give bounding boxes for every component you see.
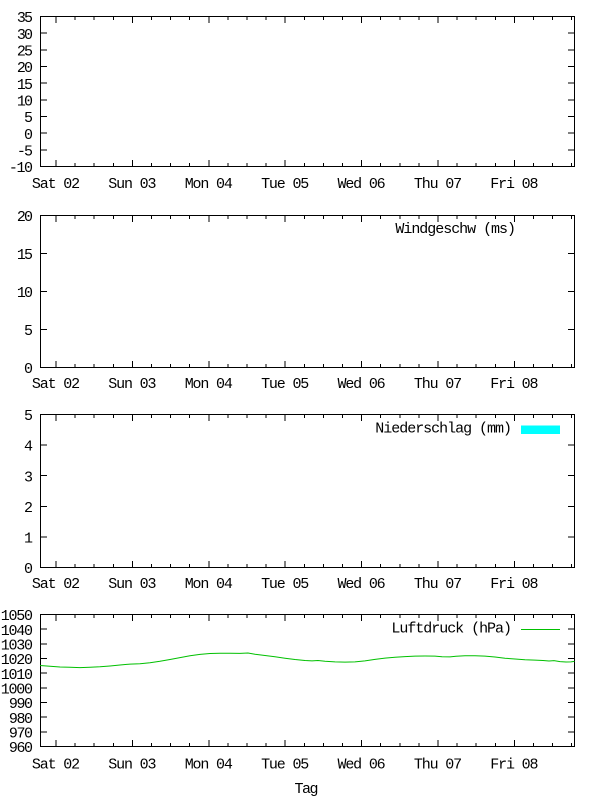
- svg-text:Fri 08: Fri 08: [490, 376, 538, 393]
- svg-text:Thu 07: Thu 07: [414, 376, 462, 393]
- svg-text:Sun 03: Sun 03: [108, 757, 156, 774]
- svg-text:1000: 1000: [1, 681, 33, 698]
- svg-text:Thu 07: Thu 07: [414, 576, 462, 593]
- svg-text:Sat 02: Sat 02: [32, 376, 80, 393]
- svg-text:1: 1: [24, 531, 33, 548]
- svg-text:15: 15: [17, 77, 33, 94]
- svg-text:960: 960: [9, 740, 33, 757]
- svg-text:Sun 03: Sun 03: [108, 576, 156, 593]
- svg-text:20: 20: [17, 60, 33, 77]
- svg-text:Thu 07: Thu 07: [414, 757, 462, 774]
- svg-text:1030: 1030: [1, 637, 33, 654]
- svg-text:35: 35: [17, 10, 33, 27]
- svg-text:Sat 02: Sat 02: [32, 757, 80, 774]
- svg-text:-5: -5: [17, 143, 33, 160]
- svg-text:10: 10: [17, 93, 33, 110]
- svg-text:Mon 04: Mon 04: [185, 757, 233, 774]
- svg-text:20: 20: [17, 209, 33, 226]
- svg-text:15: 15: [17, 247, 33, 264]
- svg-text:Tue 05: Tue 05: [261, 176, 309, 193]
- svg-text:Wed 06: Wed 06: [338, 757, 386, 774]
- svg-text:Mon 04: Mon 04: [185, 176, 233, 193]
- svg-text:Wed 06: Wed 06: [338, 376, 386, 393]
- svg-text:Fri 08: Fri 08: [490, 576, 538, 593]
- svg-text:1050: 1050: [1, 608, 33, 625]
- svg-text:Niederschlag (mm): Niederschlag (mm): [375, 421, 512, 438]
- svg-text:Fri 08: Fri 08: [490, 757, 538, 774]
- svg-text:4: 4: [24, 439, 33, 456]
- svg-text:Mon 04: Mon 04: [185, 376, 233, 393]
- svg-text:Tue 05: Tue 05: [261, 576, 309, 593]
- svg-text:Windgeschw (ms): Windgeschw (ms): [395, 221, 516, 238]
- svg-text:Tag: Tag: [294, 781, 318, 798]
- svg-text:1020: 1020: [1, 652, 33, 669]
- svg-text:1040: 1040: [1, 623, 33, 640]
- svg-text:Luftdruck (hPa): Luftdruck (hPa): [391, 621, 512, 638]
- svg-text:Wed 06: Wed 06: [338, 176, 386, 193]
- svg-text:Sat 02: Sat 02: [32, 576, 80, 593]
- svg-text:Sun 03: Sun 03: [108, 176, 156, 193]
- svg-text:970: 970: [9, 725, 33, 742]
- svg-text:Thu 07: Thu 07: [414, 176, 462, 193]
- svg-text:10: 10: [17, 285, 33, 302]
- svg-text:Tue 05: Tue 05: [261, 376, 309, 393]
- svg-text:0: 0: [24, 127, 33, 144]
- svg-text:-10: -10: [9, 160, 33, 177]
- svg-text:Fri 08: Fri 08: [490, 176, 538, 193]
- svg-text:1010: 1010: [1, 667, 33, 684]
- svg-text:25: 25: [17, 43, 33, 60]
- svg-text:990: 990: [9, 696, 33, 713]
- svg-text:Sun 03: Sun 03: [108, 376, 156, 393]
- svg-text:980: 980: [9, 711, 33, 728]
- svg-text:Sat 02: Sat 02: [32, 176, 80, 193]
- svg-text:Mon 04: Mon 04: [185, 576, 233, 593]
- svg-text:Tue 05: Tue 05: [261, 757, 309, 774]
- svg-text:2: 2: [24, 500, 33, 517]
- svg-text:30: 30: [17, 27, 33, 44]
- svg-text:3: 3: [24, 469, 33, 486]
- svg-text:0: 0: [24, 361, 33, 378]
- svg-text:5: 5: [24, 408, 33, 425]
- svg-text:0: 0: [24, 561, 33, 578]
- svg-text:5: 5: [24, 323, 33, 340]
- svg-text:5: 5: [24, 110, 33, 127]
- svg-text:Wed 06: Wed 06: [338, 576, 386, 593]
